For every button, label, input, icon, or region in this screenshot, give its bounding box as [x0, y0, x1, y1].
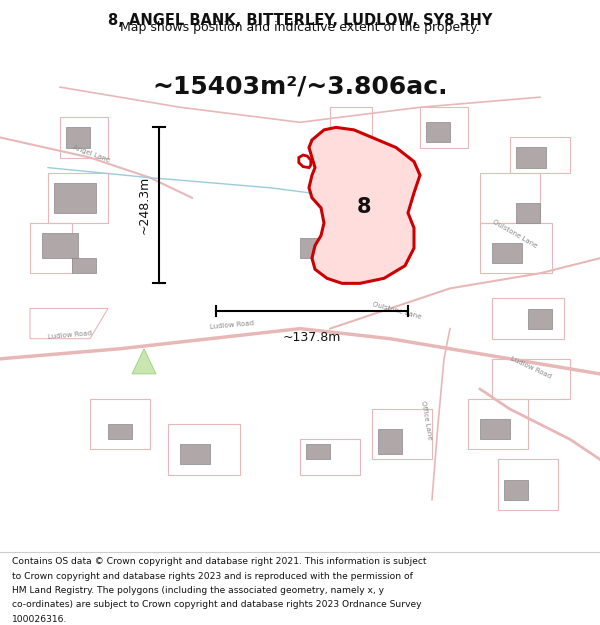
Bar	[42, 233, 78, 258]
Bar	[378, 429, 402, 454]
Bar	[300, 238, 318, 258]
Bar	[108, 424, 132, 439]
Bar	[480, 419, 510, 439]
Text: Oulstone Lane: Oulstone Lane	[492, 219, 539, 249]
Text: ~15403m²/~3.806ac.: ~15403m²/~3.806ac.	[152, 74, 448, 99]
Text: HM Land Registry. The polygons (including the associated geometry, namely x, y: HM Land Registry. The polygons (includin…	[12, 586, 384, 595]
Bar	[66, 127, 90, 148]
Text: to Crown copyright and database rights 2023 and is reproduced with the permissio: to Crown copyright and database rights 2…	[12, 572, 413, 581]
Text: Office Lane: Office Lane	[420, 400, 433, 440]
Bar	[516, 203, 540, 223]
Bar	[180, 444, 210, 464]
Bar	[492, 243, 522, 263]
Text: 8, ANGEL BANK, BITTERLEY, LUDLOW, SY8 3HY: 8, ANGEL BANK, BITTERLEY, LUDLOW, SY8 3H…	[108, 13, 492, 28]
Text: 8: 8	[357, 197, 371, 217]
Text: Map shows position and indicative extent of the property.: Map shows position and indicative extent…	[120, 21, 480, 34]
Bar	[528, 309, 552, 329]
Text: Ludlow Road: Ludlow Road	[210, 320, 254, 329]
Bar	[54, 182, 96, 213]
Bar	[504, 479, 528, 500]
Bar	[306, 444, 330, 459]
Text: Ludlow Road: Ludlow Road	[48, 330, 92, 340]
Bar	[516, 148, 546, 168]
Text: Angel Lane: Angel Lane	[72, 144, 111, 164]
Polygon shape	[132, 349, 156, 374]
Text: Ludlow Road: Ludlow Road	[510, 356, 553, 380]
Text: Contains OS data © Crown copyright and database right 2021. This information is : Contains OS data © Crown copyright and d…	[12, 558, 427, 566]
Text: co-ordinates) are subject to Crown copyright and database rights 2023 Ordnance S: co-ordinates) are subject to Crown copyr…	[12, 600, 421, 609]
Polygon shape	[309, 127, 420, 283]
Bar	[426, 122, 450, 142]
Text: Oulstone Lane: Oulstone Lane	[372, 301, 422, 319]
Text: 100026316.: 100026316.	[12, 614, 67, 624]
Bar	[72, 258, 96, 273]
Text: ~248.3m: ~248.3m	[137, 176, 151, 234]
Text: ~137.8m: ~137.8m	[283, 331, 341, 344]
